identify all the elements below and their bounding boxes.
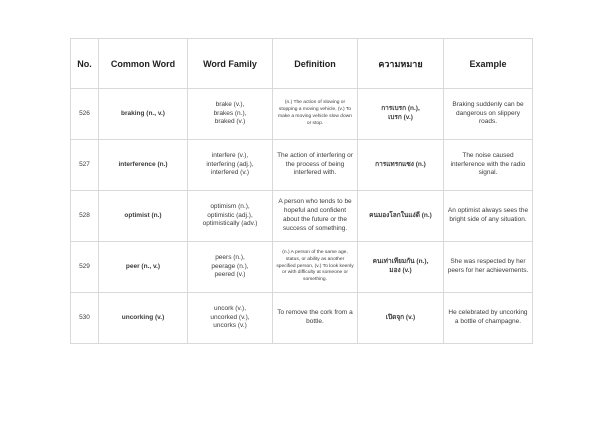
cell-text-line: peered (v.) [214, 271, 246, 279]
cell-no: 529 [70, 241, 99, 293]
cell-text-line: optimistically (adv.) [202, 220, 258, 228]
cell-text-line: peerage (n.), [211, 262, 249, 270]
cell-text-line: optimist (n.) [124, 211, 162, 219]
cell-common-word: peer (n., v.) [98, 241, 188, 293]
cell-word-family: optimism (n.), optimistic (adj.), optimist… [187, 190, 273, 242]
cell-no: 528 [70, 190, 99, 242]
cell-text-line: interfered (v.) [210, 169, 250, 177]
cell-text-line: 526 [79, 109, 90, 117]
cell-text-line: He celebrated by uncorking a bottle of c… [448, 309, 528, 325]
cell-example: The noise caused interference with the r… [443, 139, 533, 191]
cell-example: Braking suddenly can be dangerous on sli… [443, 88, 533, 140]
table-body: 526 braking (n., v.) brake (v.), brakes (n.… [70, 88, 533, 344]
cell-text-line: braking (n., v.) [121, 109, 165, 117]
cell-text-line: uncork (v.), [213, 304, 247, 312]
cell-text-line: เปิดจุก (v.) [385, 313, 416, 321]
cell-no: 530 [70, 292, 99, 344]
cell-definition: (n.) The action of slowing or stopping a… [272, 88, 358, 140]
cell-text-line: interference (n.) [118, 160, 168, 168]
cell-text-line: optimistic (adj.), [207, 211, 253, 219]
cell-text-line: (n.) The action of slowing or stopping a… [278, 100, 352, 126]
cell-meaning: การแทรกแซง (n.) [357, 139, 444, 191]
cell-common-word: interference (n.) [98, 139, 188, 191]
cell-text-line: To remove the cork from a bottle. [277, 309, 353, 325]
cell-common-word: optimist (n.) [98, 190, 188, 242]
cell-no: 526 [70, 88, 99, 140]
cell-text-line: A person who tends to be hopeful and con… [278, 198, 352, 232]
cell-meaning: การเบรก (n.), เบรก (v.) [357, 88, 444, 140]
cell-text-line: peer (n., v.) [125, 262, 161, 270]
vocabulary-table: No. Common Word Word Family Definition ความห… [70, 38, 533, 344]
cell-text-line: 529 [79, 262, 90, 270]
table-row: 528 optimist (n.) optimism (n.), optimistic… [70, 190, 533, 242]
cell-word-family: peers (n.), peerage (n.), peered (v.) [187, 241, 273, 293]
cell-text-line: uncorking (v.) [121, 313, 165, 321]
cell-text-line: brakes (n.), [213, 109, 247, 117]
cell-text-line: She was respected by her peers for her a… [447, 258, 529, 274]
cell-meaning: คนมองโลกในแง่ดี (n.) [357, 190, 444, 242]
table-row: 527 interference (n.) interfere (v.), inter… [70, 139, 533, 191]
cell-example: He celebrated by uncorking a bottle of c… [443, 292, 533, 344]
cell-text-line: interfering (adj.), [206, 160, 254, 168]
table-row: 530 uncorking (v.) uncork (v.), uncorked (v… [70, 292, 533, 344]
table-row: 529 peer (n., v.) peers (n.), peerage (n.),… [70, 241, 533, 293]
cell-text-line: braked (v.) [214, 118, 246, 126]
cell-text-line: มอง (v.) [389, 267, 412, 274]
cell-word-family: interfere (v.), interfering (adj.), interf… [187, 139, 273, 191]
cell-text-line: เบรก (v.) [388, 114, 413, 121]
cell-text-line: peers (n.), [215, 253, 245, 261]
cell-example: An optimist always sees the bright side … [443, 190, 533, 242]
cell-text-line: brake (v.), [215, 100, 245, 108]
cell-common-word: braking (n., v.) [98, 88, 188, 140]
cell-text-line: 527 [79, 160, 90, 168]
cell-definition: (n.) A person of the same age, status, o… [272, 241, 358, 293]
cell-text-line: optimism (n.), [210, 202, 250, 210]
cell-text-line: 530 [79, 313, 90, 321]
cell-text-line: Braking suddenly can be dangerous on sli… [452, 100, 524, 126]
cell-text-line: interfere (v.), [211, 151, 249, 159]
cell-text-line: (n.) A person of the same age, status, o… [276, 249, 354, 283]
cell-text-line: uncorks (v.) [213, 322, 247, 330]
column-header-no: No. [70, 38, 99, 89]
cell-text-line: uncorked (v.), [210, 313, 250, 321]
table-row: 526 braking (n., v.) brake (v.), brakes (n.… [70, 88, 533, 140]
cell-example: She was respected by her peers for her a… [443, 241, 533, 293]
cell-text-line: 528 [79, 211, 90, 219]
cell-word-family: brake (v.), brakes (n.), braked (v.) [187, 88, 273, 140]
cell-definition: The action of interfering or the process… [272, 139, 358, 191]
cell-definition: To remove the cork from a bottle. [272, 292, 358, 344]
cell-common-word: uncorking (v.) [98, 292, 188, 344]
cell-text-line: การแทรกแซง (n.) [375, 160, 426, 168]
cell-text-line: คนเท่าเทียมกัน (n.), [372, 258, 429, 266]
header-row: No. Common Word Word Family Definition ความห… [70, 38, 533, 89]
column-header-meaning: ความหมาย [357, 38, 444, 89]
cell-text-line: การเบรก (n.), [381, 105, 420, 113]
cell-text-line: The action of interfering or the process… [277, 151, 353, 177]
cell-text-line: คนมองโลกในแง่ดี (n.) [369, 211, 432, 219]
cell-meaning: คนเท่าเทียมกัน (n.), มอง (v.) [357, 241, 444, 293]
cell-no: 527 [70, 139, 99, 191]
column-header-word-family: Word Family [187, 38, 273, 89]
cell-meaning: เปิดจุก (v.) [357, 292, 444, 344]
column-header-example: Example [443, 38, 533, 89]
column-header-common-word: Common Word [98, 38, 188, 89]
cell-definition: A person who tends to be hopeful and con… [272, 190, 358, 242]
column-header-definition: Definition [272, 38, 358, 89]
cell-text-line: An optimist always sees the bright side … [447, 207, 529, 223]
cell-text-line: The noise caused interference with the r… [450, 151, 526, 177]
cell-word-family: uncork (v.), uncorked (v.), uncorks (v.) [187, 292, 273, 344]
